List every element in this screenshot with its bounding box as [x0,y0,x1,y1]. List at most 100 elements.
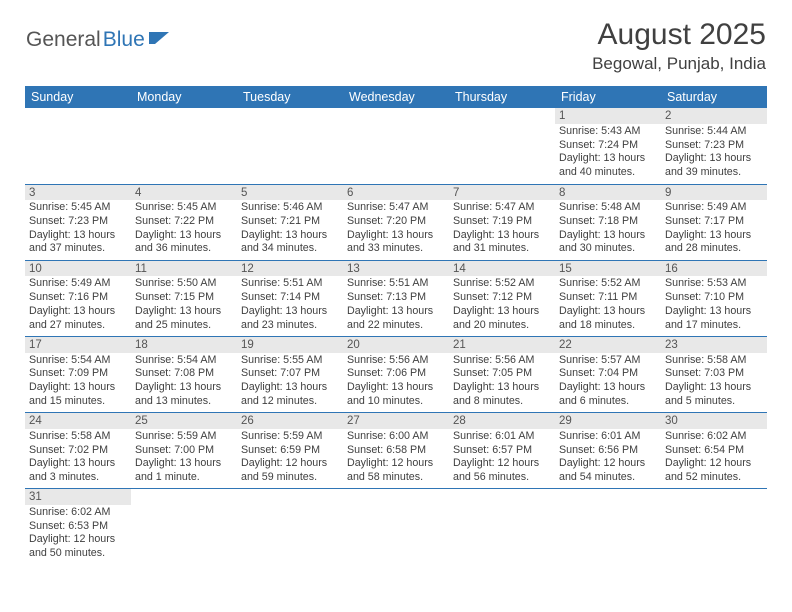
sunset-text: Sunset: 6:56 PM [559,444,657,458]
sunset-text: Sunset: 6:53 PM [29,520,127,534]
sunrise-text: Sunrise: 5:50 AM [135,277,233,291]
flag-icon [149,30,171,51]
day-number-cell [555,489,661,505]
daynum-row: 10111213141516 [25,260,767,276]
sunset-text: Sunset: 7:21 PM [241,215,339,229]
daynum-row: 12 [25,108,767,124]
day-detail-cell: Sunrise: 5:51 AMSunset: 7:14 PMDaylight:… [237,276,343,336]
sunrise-text: Sunrise: 5:52 AM [453,277,551,291]
sunrise-text: Sunrise: 5:55 AM [241,354,339,368]
daylight-text: Daylight: 13 hours and 27 minutes. [29,305,127,332]
daynum-row: 17181920212223 [25,336,767,352]
day-number-cell: 5 [237,184,343,200]
day-number-cell: 18 [131,336,237,352]
sunset-text: Sunset: 7:19 PM [453,215,551,229]
day-detail-cell: Sunrise: 5:53 AMSunset: 7:10 PMDaylight:… [661,276,767,336]
day-detail-cell: Sunrise: 5:51 AMSunset: 7:13 PMDaylight:… [343,276,449,336]
sunrise-text: Sunrise: 5:53 AM [665,277,763,291]
sunset-text: Sunset: 7:06 PM [347,367,445,381]
day-header: Friday [555,86,661,108]
sunrise-text: Sunrise: 5:45 AM [135,201,233,215]
sunrise-text: Sunrise: 5:44 AM [665,125,763,139]
day-number-cell: 15 [555,260,661,276]
page-title: August 2025 [592,18,766,52]
daylight-text: Daylight: 13 hours and 15 minutes. [29,381,127,408]
day-detail-cell [555,505,661,565]
sunset-text: Sunset: 7:23 PM [29,215,127,229]
day-number-cell: 11 [131,260,237,276]
day-detail-cell: Sunrise: 5:55 AMSunset: 7:07 PMDaylight:… [237,353,343,413]
day-detail-cell [131,505,237,565]
sunset-text: Sunset: 7:03 PM [665,367,763,381]
daylight-text: Daylight: 13 hours and 1 minute. [135,457,233,484]
sunset-text: Sunset: 6:59 PM [241,444,339,458]
day-header-row: SundayMondayTuesdayWednesdayThursdayFrid… [25,86,767,108]
sunrise-text: Sunrise: 5:59 AM [241,430,339,444]
sunset-text: Sunset: 7:14 PM [241,291,339,305]
day-detail-cell: Sunrise: 5:44 AMSunset: 7:23 PMDaylight:… [661,124,767,184]
day-number-cell: 28 [449,413,555,429]
daylight-text: Daylight: 13 hours and 39 minutes. [665,152,763,179]
day-detail-cell: Sunrise: 5:52 AMSunset: 7:11 PMDaylight:… [555,276,661,336]
daylight-text: Daylight: 13 hours and 17 minutes. [665,305,763,332]
sunset-text: Sunset: 7:22 PM [135,215,233,229]
day-number-cell [343,108,449,124]
day-detail-cell [237,505,343,565]
logo-text-blue: Blue [103,28,145,52]
daynum-row: 24252627282930 [25,413,767,429]
day-number-cell [343,489,449,505]
logo-text-general: General [26,28,101,52]
day-number-cell: 14 [449,260,555,276]
day-number-cell: 3 [25,184,131,200]
day-number-cell: 29 [555,413,661,429]
day-number-cell: 10 [25,260,131,276]
daylight-text: Daylight: 13 hours and 3 minutes. [29,457,127,484]
daylight-text: Daylight: 13 hours and 36 minutes. [135,229,233,256]
day-number-cell [25,108,131,124]
sunrise-text: Sunrise: 5:56 AM [347,354,445,368]
sunrise-text: Sunrise: 5:43 AM [559,125,657,139]
daylight-text: Daylight: 13 hours and 12 minutes. [241,381,339,408]
day-header: Saturday [661,86,767,108]
day-number-cell: 24 [25,413,131,429]
daynum-row: 3456789 [25,184,767,200]
sunrise-text: Sunrise: 5:47 AM [347,201,445,215]
sunset-text: Sunset: 7:13 PM [347,291,445,305]
detail-row: Sunrise: 5:54 AMSunset: 7:09 PMDaylight:… [25,353,767,413]
day-detail-cell: Sunrise: 5:56 AMSunset: 7:05 PMDaylight:… [449,353,555,413]
daylight-text: Daylight: 13 hours and 8 minutes. [453,381,551,408]
daylight-text: Daylight: 13 hours and 18 minutes. [559,305,657,332]
sunset-text: Sunset: 6:57 PM [453,444,551,458]
daylight-text: Daylight: 13 hours and 25 minutes. [135,305,233,332]
day-detail-cell: Sunrise: 5:48 AMSunset: 7:18 PMDaylight:… [555,200,661,260]
day-number-cell: 20 [343,336,449,352]
daylight-text: Daylight: 13 hours and 20 minutes. [453,305,551,332]
day-detail-cell: Sunrise: 5:49 AMSunset: 7:16 PMDaylight:… [25,276,131,336]
sunset-text: Sunset: 7:08 PM [135,367,233,381]
sunrise-text: Sunrise: 5:59 AM [135,430,233,444]
daylight-text: Daylight: 13 hours and 34 minutes. [241,229,339,256]
sunset-text: Sunset: 7:02 PM [29,444,127,458]
sunrise-text: Sunrise: 5:54 AM [29,354,127,368]
day-number-cell: 16 [661,260,767,276]
sunset-text: Sunset: 7:16 PM [29,291,127,305]
day-number-cell [131,108,237,124]
day-number-cell: 31 [25,489,131,505]
sunset-text: Sunset: 7:12 PM [453,291,551,305]
location-text: Begowal, Punjab, India [592,54,766,74]
daylight-text: Daylight: 13 hours and 23 minutes. [241,305,339,332]
day-header: Wednesday [343,86,449,108]
day-detail-cell: Sunrise: 5:47 AMSunset: 7:20 PMDaylight:… [343,200,449,260]
day-detail-cell: Sunrise: 5:43 AMSunset: 7:24 PMDaylight:… [555,124,661,184]
day-detail-cell: Sunrise: 5:54 AMSunset: 7:08 PMDaylight:… [131,353,237,413]
detail-row: Sunrise: 5:45 AM Sunset: 7:23 PM Daylight:… [25,200,767,260]
sunrise-text: Sunrise: 6:00 AM [347,430,445,444]
day-number-cell: 27 [343,413,449,429]
daylight-text: Daylight: 13 hours and 5 minutes. [665,381,763,408]
day-number-cell: 7 [449,184,555,200]
day-detail-cell: Sunrise: 6:01 AMSunset: 6:56 PMDaylight:… [555,429,661,489]
sunrise-text: Sunrise: 5:49 AM [29,277,127,291]
sunrise-text: Sunrise: 6:02 AM [665,430,763,444]
sunrise-text: Sunrise: 5:49 AM [665,201,763,215]
day-header: Thursday [449,86,555,108]
